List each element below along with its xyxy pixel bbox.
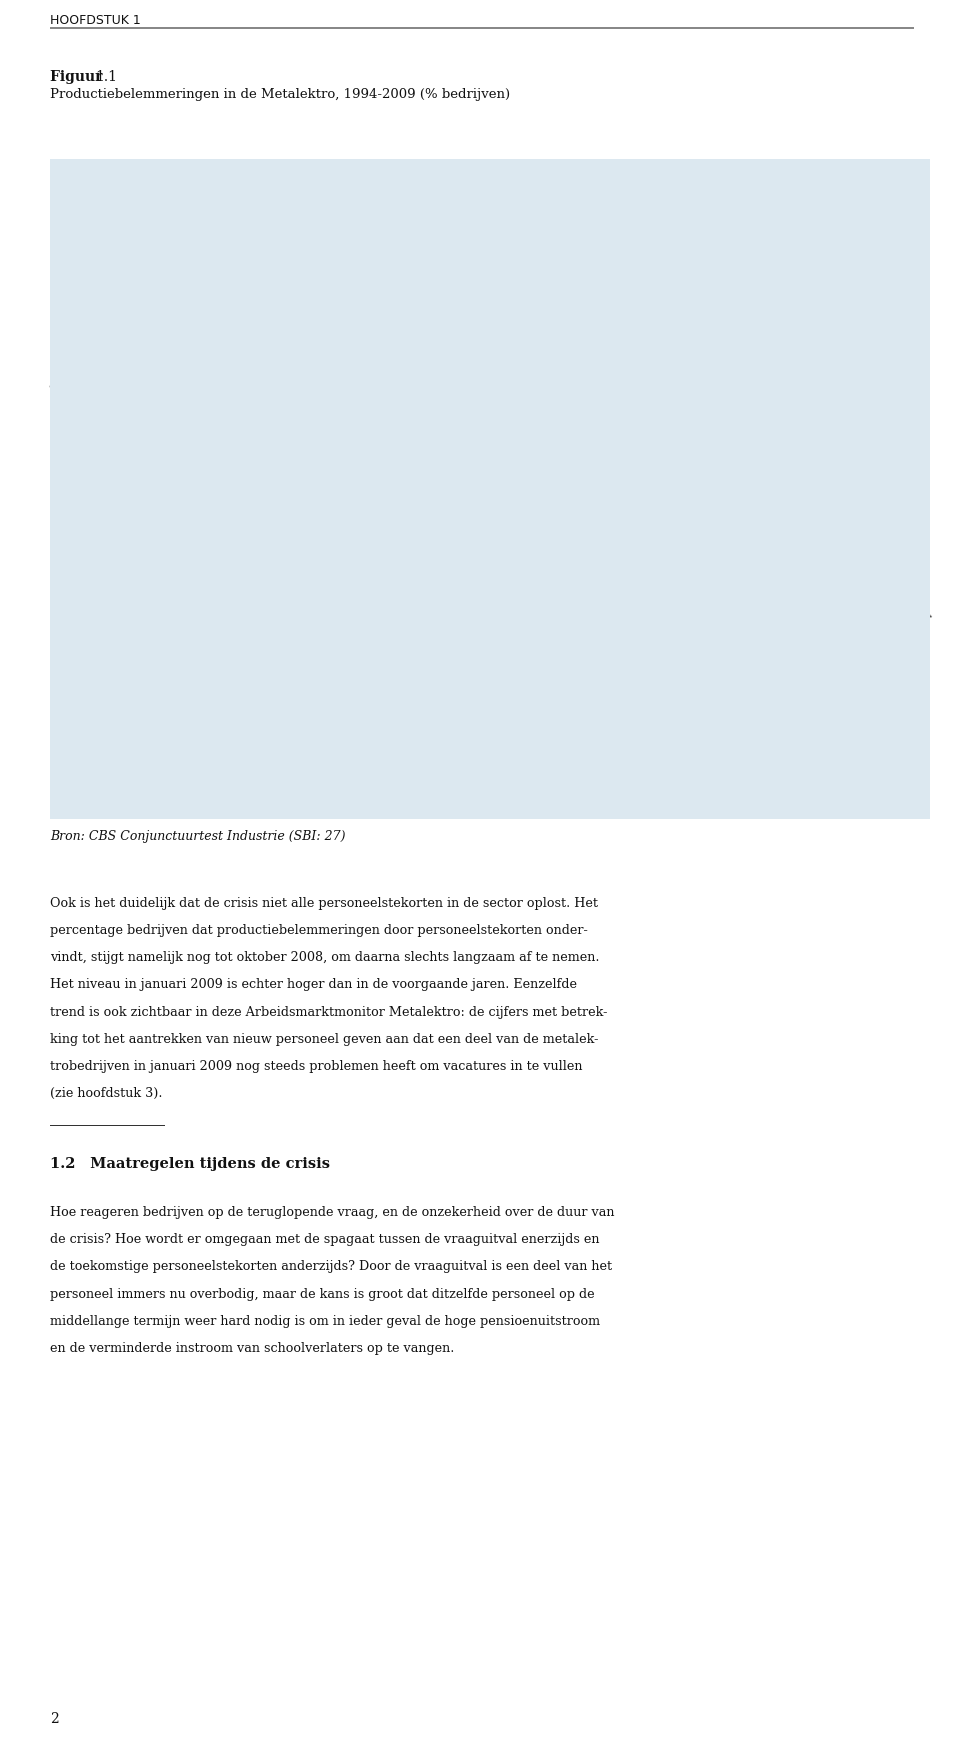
Text: 2: 2 — [50, 1711, 59, 1725]
Text: Bron: CBS Conjunctuurtest Industrie (SBI: 27): Bron: CBS Conjunctuurtest Industrie (SBI… — [50, 829, 346, 842]
Text: HOOFDSTUK 1: HOOFDSTUK 1 — [50, 14, 141, 26]
Text: trend is ook zichtbaar in deze Arbeidsmarktmonitor Metalektro: de cijfers met be: trend is ook zichtbaar in deze Arbeidsma… — [50, 1005, 608, 1017]
Text: Hoe reageren bedrijven op de teruglopende vraag, en de onzekerheid over de duur : Hoe reageren bedrijven op de teruglopend… — [50, 1205, 614, 1218]
Text: Productiebelemmeringen in de Metalektro, 1994-2009 (% bedrijven): Productiebelemmeringen in de Metalektro,… — [50, 88, 510, 100]
Text: en de verminderde instroom van schoolverlaters op te vangen.: en de verminderde instroom van schoolver… — [50, 1341, 454, 1355]
Text: vindt, stijgt namelijk nog tot oktober 2008, om daarna slechts langzaam af te ne: vindt, stijgt namelijk nog tot oktober 2… — [50, 951, 599, 963]
Text: trobedrijven in januari 2009 nog steeds problemen heeft om vacatures in te vulle: trobedrijven in januari 2009 nog steeds … — [50, 1059, 583, 1072]
Text: (zie hoofdstuk 3).: (zie hoofdstuk 3). — [50, 1086, 162, 1100]
Text: 1.2 Maatregelen tijdens de crisis: 1.2 Maatregelen tijdens de crisis — [50, 1156, 330, 1170]
Y-axis label: %: % — [48, 383, 61, 397]
Text: Figuur: Figuur — [50, 70, 108, 84]
Text: de toekomstige personeelstekorten anderzijds? Door de vraaguitval is een deel va: de toekomstige personeelstekorten anderz… — [50, 1260, 612, 1272]
Text: Het niveau in januari 2009 is echter hoger dan in de voorgaande jaren. Eenzelfde: Het niveau in januari 2009 is echter hog… — [50, 977, 577, 991]
Legend: geen belemmering, onvoldoende vraag, personeelstekort: geen belemmering, onvoldoende vraag, per… — [218, 768, 803, 791]
Text: personeel immers nu overbodig, maar de kans is groot dat ditzelfde personeel op : personeel immers nu overbodig, maar de k… — [50, 1286, 594, 1300]
Text: de crisis? Hoe wordt er omgegaan met de spagaat tussen de vraaguitval enerzijds : de crisis? Hoe wordt er omgegaan met de … — [50, 1232, 599, 1246]
Text: percentage bedrijven dat productiebelemmeringen door personeelstekorten onder-: percentage bedrijven dat productiebelemm… — [50, 924, 588, 936]
Text: king tot het aantrekken van nieuw personeel geven aan dat een deel van de metale: king tot het aantrekken van nieuw person… — [50, 1033, 598, 1045]
Text: Ook is het duidelijk dat de crisis niet alle personeelstekorten in de sector opl: Ook is het duidelijk dat de crisis niet … — [50, 896, 598, 908]
Text: middellange termijn weer hard nodig is om in ieder geval de hoge pensioenuitstro: middellange termijn weer hard nodig is o… — [50, 1314, 600, 1327]
Text: 1.1: 1.1 — [96, 70, 118, 84]
